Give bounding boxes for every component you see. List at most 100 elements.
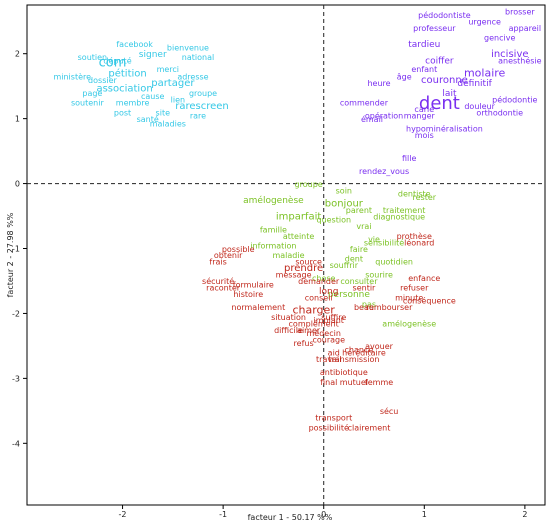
word-label: groupe [189,89,217,98]
word-label: refuser [400,284,429,293]
word-label: enfance [408,274,440,283]
word-label: conséquence [403,296,456,306]
word-label: signer [139,50,167,60]
word-label: urgence [468,17,501,26]
word-label: post [114,108,131,117]
word-label: opération [365,111,403,121]
word-label: tardieu [408,40,440,50]
word-label: mois [415,131,434,140]
word-label: long [319,287,338,297]
word-label: antibiotique [320,368,368,377]
y-tick-label: -4 [12,439,20,448]
word-label: rembourser [366,303,413,312]
word-label: soin [336,186,352,195]
word-label: lien [171,95,185,104]
word-label: appareil [509,24,541,33]
word-label: facebook [116,40,153,49]
word-label: léonard [404,237,434,247]
word-label: sensibilité [364,237,404,247]
word-label: maladie [272,251,304,260]
word-label: transport [315,414,352,423]
word-label: couronne [421,75,468,86]
word-label: carie [414,105,434,114]
word-label: mutuel [340,378,368,387]
x-axis-ticks: -2 -1 0 1 2 [119,505,527,519]
word-label: soutenir [71,99,104,108]
x-tick-label: -1 [219,510,227,519]
y-axis-label: facteur 2 - 27.98 %% [6,212,15,297]
word-label: sécurité [202,276,234,286]
word-label: charger [292,303,335,316]
word-label: incisive [491,49,528,60]
word-label: sentir [353,284,377,293]
plot-frame [26,4,546,506]
y-tick-label: 1 [15,115,20,124]
word-label: vie [368,235,380,244]
word-label: famille [260,225,287,234]
word-label: diagnostique [373,212,425,221]
word-label: gencive [484,34,515,43]
word-label: final [320,378,337,387]
y-tick-label: 2 [15,50,20,59]
word-label: dent [345,254,363,263]
word-label: implant [314,316,344,325]
word-label: santé [137,114,159,124]
x-axis-label: facteur 1 - 50.17 %% [248,513,333,522]
word-label: parent [346,206,372,215]
word-label: amélogenèse [243,195,304,206]
word-label: bonjour [325,198,364,209]
x-tick-label: -2 [119,510,127,519]
word-label: aid [328,349,340,358]
word-label: frais [209,258,226,267]
word-label: clairement [348,423,391,432]
word-label: vrai [356,222,371,231]
word-label: molaire [464,66,506,79]
word-label: groupe [295,180,323,189]
word-label: minute [395,293,423,302]
word-label: chance [345,345,374,354]
word-label: aimer [297,326,321,335]
word-label: pédodontiste [418,10,471,20]
word-label: traitement [383,206,426,215]
word-label: association [96,83,152,94]
word-label: médecin [307,328,341,338]
word-label: prendre [284,263,323,274]
word-label: dent [419,93,460,114]
word-label: suffire [321,313,346,322]
word-label: amélogenèse [382,318,436,328]
word-label: définitif [457,78,492,89]
word-label: âge [397,73,412,82]
word-label: rare [190,112,206,121]
word-label: avouer [365,342,394,351]
word-label: quotidien [375,258,413,267]
word-label: coiffer [425,56,454,66]
word-label: normalement [231,303,285,312]
word-label: atteinte [283,232,315,241]
word-label: faire [350,245,368,254]
word-label: pédodontie [492,94,537,104]
word-label: héréditaire [342,348,386,358]
word-label: merci [157,65,179,74]
word-label: raconter [206,284,241,293]
word-label: heure [367,79,390,88]
word-label: ministère [53,72,91,82]
word-label: femme [365,378,393,387]
word-label: difficile [274,326,303,335]
word-label: émail [361,114,383,124]
word-label: rarescreen [175,101,229,112]
word-label: maladies [150,119,186,128]
word-label: possible [222,245,255,254]
word-label: enfant [411,65,437,74]
word-label: pétition [108,67,146,79]
word-label: information [250,242,296,251]
y-tick-label: -3 [12,374,20,383]
word-label: fille [402,154,416,163]
word-label: travail [316,355,341,364]
word-label: rendez_vous [359,167,409,176]
word-label: bienvenue [167,43,209,52]
word-label: source [295,258,322,267]
word-label: cause [141,92,165,101]
word-label: transmission [328,355,379,364]
word-label: message [276,271,312,280]
y-axis-ticks: 2 1 0 -1 -2 -3 -4 [12,50,27,448]
